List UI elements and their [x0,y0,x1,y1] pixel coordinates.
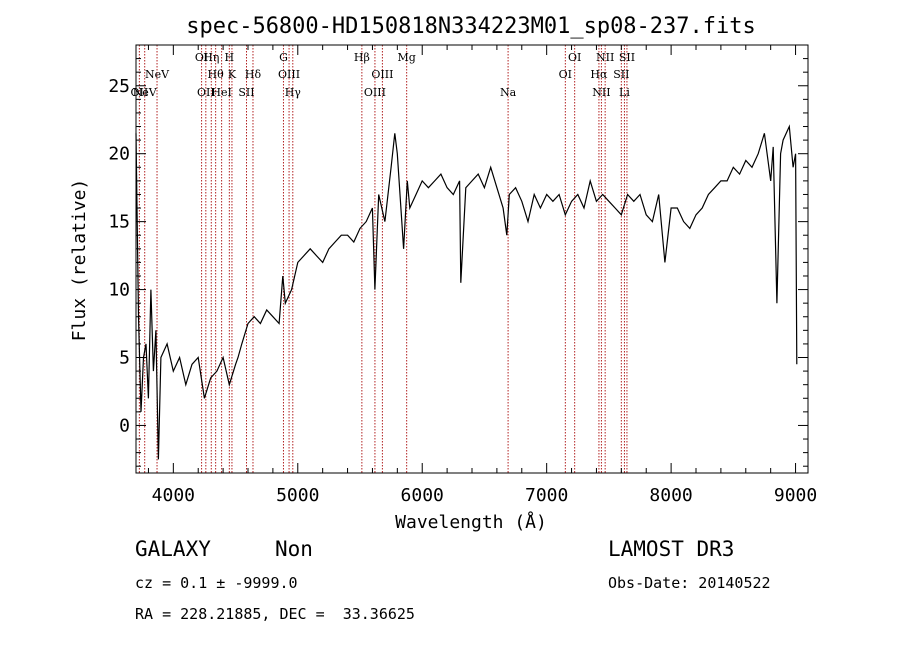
obs-date: Obs-Date: 20140522 [608,574,771,592]
emission-line-label: NII [592,86,610,99]
emission-line-label: K [228,68,237,81]
emission-line-label: Hδ [245,68,262,81]
y-tick-label: 25 [108,76,130,97]
spectrum-series-line [135,124,798,460]
x-tick-label: 8000 [649,485,692,506]
y-tick-label: 5 [119,348,130,369]
emission-line-label: NeV [133,86,158,99]
object-class: GALAXY [135,537,211,561]
x-tick-label: 6000 [401,485,444,506]
x-tick-label: 4000 [152,485,195,506]
x-tick-label: 9000 [774,485,817,506]
emission-line-label: Li [619,86,630,99]
y-tick-label: 10 [108,280,130,301]
emission-line-markers [138,45,628,473]
emission-line-label: Hη [203,51,219,64]
emission-line-label: OI [195,51,208,64]
emission-line-label: H [225,51,235,64]
emission-line-label: SII [619,51,635,64]
emission-line-label: Na [500,86,517,99]
emission-line-label: SII [238,86,254,99]
survey-label: LAMOST DR3 [608,537,735,561]
emission-line-label: Hγ [285,86,302,99]
y-tick-label: 0 [119,415,130,436]
emission-line-label: Hα [590,68,608,81]
emission-line-label: Hβ [354,51,370,64]
chart-title: spec-56800-HD150818N334223M01_sp08-237.f… [186,14,756,39]
x-tick-label: 5000 [276,485,319,506]
emission-line-label: HeI [211,86,231,99]
y-tick-label: 15 [108,212,130,233]
y-tick-label: 20 [108,144,130,165]
emission-line-label: OIII [364,86,386,99]
emission-line-label: OII [131,86,149,99]
emission-line-labels: OIINeVNeVOIOIIHηHθHeIHKSIIHδGOIIIHγHβOII… [131,51,636,99]
x-axis-label: Wavelength (Å) [395,511,547,533]
coordinates: RA = 228.21885, DEC = 33.36625 [135,605,415,623]
y-axis-label: Flux (relative) [69,179,90,342]
emission-line-label: Hθ [208,68,225,81]
plot-frame [135,44,809,474]
axis-ticks: 4000 5000 6000 7000 8000 9000 0 5 10 15 20 25 [108,45,817,506]
redshift-cz: cz = 0.1 ± -9999.0 [135,574,298,592]
emission-line-label: OI [559,68,572,81]
object-subclass: Non [275,537,313,561]
emission-line-label: Mg [398,51,416,64]
emission-line-label: NeV [145,68,170,81]
emission-line-label: OII [197,86,215,99]
emission-line-label: NII [596,51,614,64]
emission-line-label: OIII [371,68,393,81]
emission-line-label: G [279,51,288,64]
emission-line-label: OIII [278,68,300,81]
x-tick-label: 7000 [525,485,568,506]
emission-line-label: OI [568,51,581,64]
emission-line-label: SII [613,68,629,81]
